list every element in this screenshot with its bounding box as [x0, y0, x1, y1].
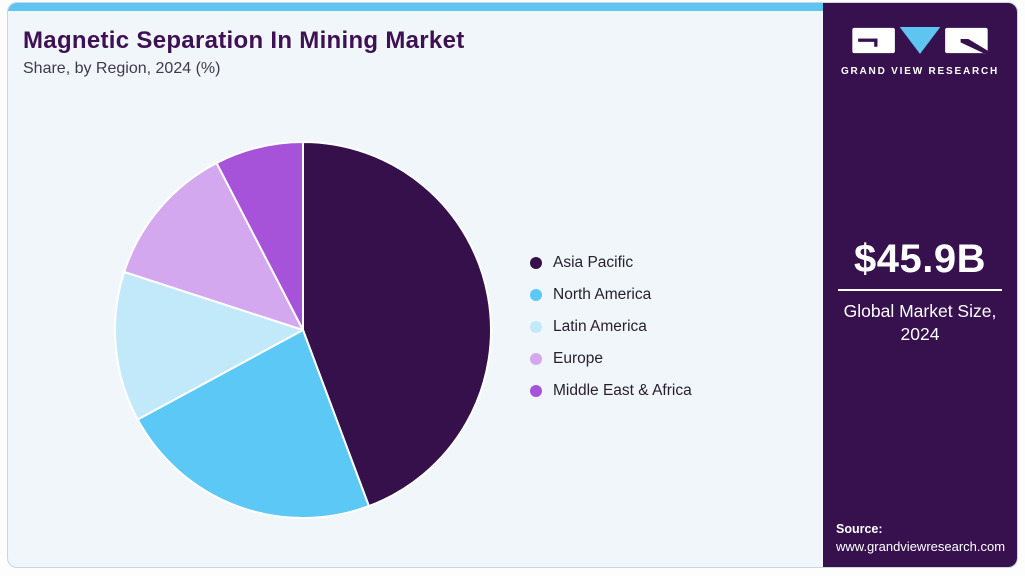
legend-dot — [530, 257, 542, 269]
legend-dot — [530, 385, 542, 397]
pie-chart — [114, 141, 492, 519]
market-size-block: $45.9B Global Market Size, 2024 — [823, 237, 1017, 346]
pie-slice-middle-east-africa — [215, 141, 304, 331]
pie-slice-latin-america — [114, 270, 304, 421]
legend-label: Middle East & Africa — [553, 382, 692, 399]
infographic-card: Magnetic Separation In Mining Market Sha… — [7, 2, 1018, 568]
pie-slice-europe — [123, 162, 304, 331]
source-label: Source: — [836, 522, 883, 536]
legend: Asia Pacific North America Latin America Eu… — [530, 252, 692, 412]
market-size-label: Global Market Size, 2024 — [843, 301, 997, 345]
legend-item: Asia Pacific — [530, 252, 692, 274]
legend-item: Europe — [530, 348, 692, 370]
legend-item: Middle East & Africa — [530, 380, 692, 402]
legend-label: Latin America — [553, 318, 647, 335]
source-block: Source: www.grandviewresearch.com — [836, 522, 1005, 554]
top-accent-bar — [8, 3, 1017, 11]
legend-dot — [530, 321, 542, 333]
legend-dot — [530, 289, 542, 301]
market-size-divider — [838, 289, 1002, 291]
sidebar: GRAND VIEW RESEARCH $45.9B Global Market… — [823, 3, 1017, 567]
gvr-logo: GRAND VIEW RESEARCH — [823, 26, 1017, 77]
page-subtitle: Share, by Region, 2024 (%) — [23, 60, 221, 77]
pie-slice-asia-pacific — [302, 141, 492, 508]
legend-dot — [530, 353, 542, 365]
legend-label: Asia Pacific — [553, 254, 634, 271]
legend-label: North America — [553, 286, 652, 303]
legend-item: Latin America — [530, 316, 692, 338]
page-title: Magnetic Separation In Mining Market — [23, 27, 465, 54]
market-size-value: $45.9B — [854, 237, 986, 281]
legend-item: North America — [530, 284, 692, 306]
source-url: www.grandviewresearch.com — [836, 539, 1006, 554]
gvr-logo-text: GRAND VIEW RESEARCH — [840, 66, 1000, 77]
gvr-logo-icon — [852, 26, 988, 55]
pie-slice-north-america — [136, 329, 370, 519]
legend-label: Europe — [553, 350, 603, 367]
